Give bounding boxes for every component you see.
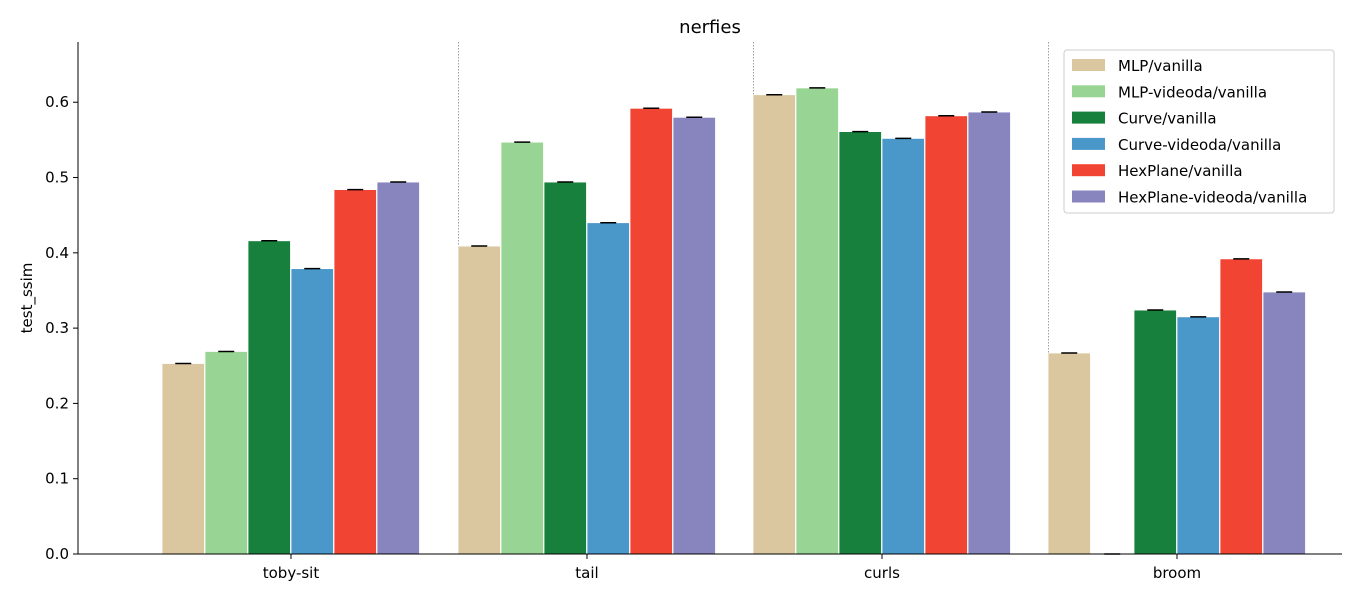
bar [376, 181, 420, 555]
y-tick-label: 0.0 [45, 545, 69, 563]
bar [838, 131, 882, 555]
y-tick-label: 0.5 [45, 169, 69, 187]
legend-label: MLP/vanilla [1118, 57, 1203, 75]
bar [924, 115, 968, 555]
bar [1262, 291, 1306, 555]
bar [204, 351, 248, 555]
y-axis: 0.0 0.1 0.2 0.3 0.4 0.5 0.6 [45, 42, 79, 563]
bar [247, 240, 291, 555]
x-axis: toby-sit tail curls broom [78, 553, 1342, 582]
bar [752, 94, 796, 555]
bars [161, 87, 1306, 555]
legend-swatch [1072, 164, 1105, 177]
legend-box [1063, 49, 1335, 214]
y-tick-label: 0.1 [45, 470, 69, 488]
legend-swatch [1072, 137, 1105, 150]
legend: MLP/vanilla MLP-videoda/vanilla Curve/vani… [1063, 49, 1335, 214]
legend-swatch [1072, 190, 1105, 203]
y-tick-label: 0.4 [45, 244, 69, 262]
bar [333, 189, 377, 555]
legend-label: HexPlane/vanilla [1118, 162, 1243, 180]
legend-label: Curve/vanilla [1118, 110, 1217, 128]
bar [1176, 316, 1220, 555]
y-tick-label: 0.2 [45, 394, 69, 412]
bar [500, 141, 544, 555]
bar [629, 107, 673, 555]
bar [967, 111, 1011, 555]
y-axis-label: test_ssim [18, 263, 37, 334]
y-tick-label: 0.6 [45, 93, 69, 111]
legend-label: MLP-videoda/vanilla [1118, 83, 1267, 101]
legend-swatch [1072, 59, 1105, 71]
bar [161, 363, 205, 555]
x-tick-label: curls [864, 564, 900, 582]
x-tick-label: tail [575, 564, 598, 582]
x-tick-label: toby-sit [263, 564, 320, 582]
bar [1219, 258, 1263, 555]
bar [1047, 352, 1091, 555]
bar [586, 222, 630, 555]
legend-label: Curve-videoda/vanilla [1118, 136, 1281, 154]
legend-label: HexPlane-videoda/vanilla [1118, 189, 1307, 207]
bar [881, 137, 925, 555]
bar [795, 87, 839, 555]
bar [672, 116, 716, 555]
y-tick-label: 0.3 [45, 319, 69, 337]
bar [543, 181, 587, 555]
bar [290, 268, 334, 555]
legend-swatch [1072, 85, 1105, 98]
chart-title: nerfies [679, 17, 741, 38]
bar [457, 245, 501, 555]
x-tick-label: broom [1153, 564, 1201, 582]
legend-swatch [1072, 111, 1105, 124]
bar [1133, 309, 1177, 555]
